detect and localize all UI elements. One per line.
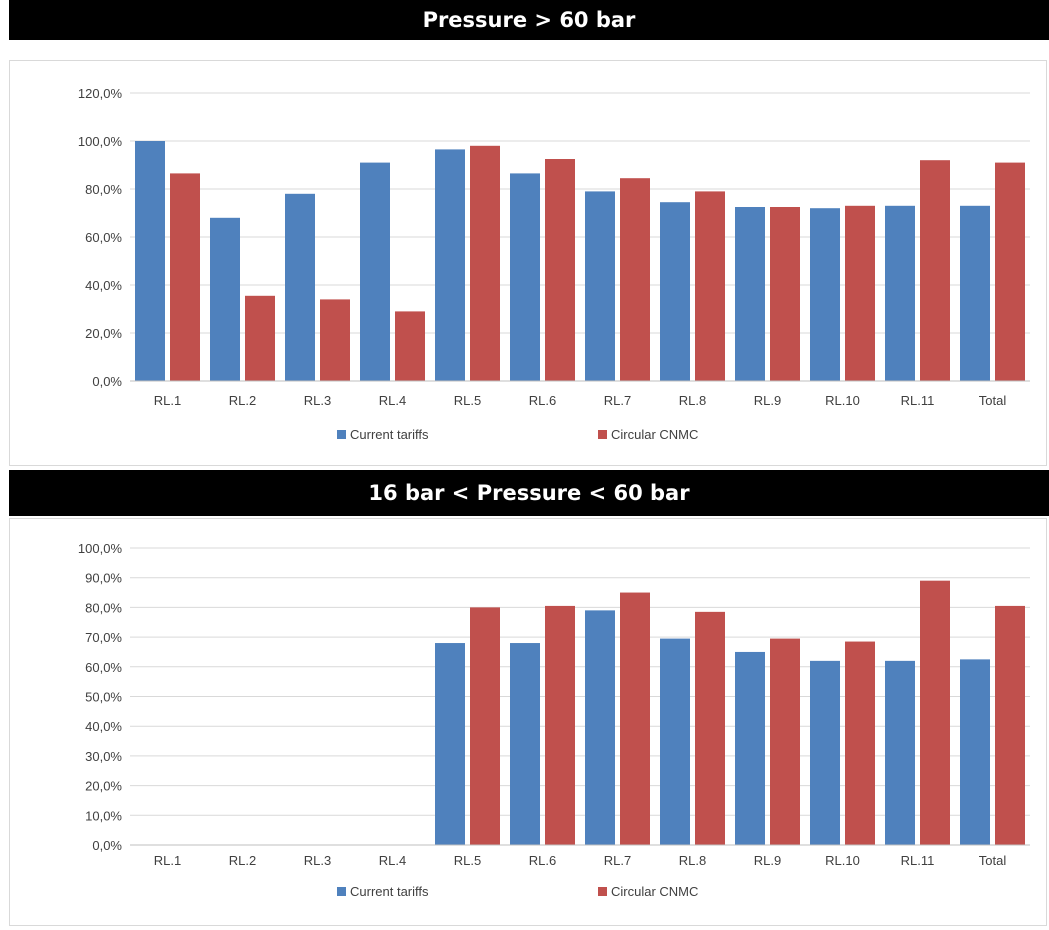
legend-label: Current tariffs	[350, 884, 429, 899]
bar	[695, 191, 725, 381]
chart-panel-2: 0,0% 10,0% 20,0% 30,0% 40,0% 50,0% 60,0% 70,0% 8…	[9, 518, 1047, 926]
x-tick-label: RL.3	[304, 853, 331, 868]
bar	[960, 205, 990, 381]
bar	[470, 145, 500, 381]
bar	[845, 641, 875, 845]
x-tick-label: RL.7	[604, 393, 631, 408]
bar	[320, 299, 350, 381]
chart-panel-1: 0,0% 20,0% 40,0% 60,0% 80,0% 100,0% 120,0% RL.1…	[9, 60, 1047, 466]
bar	[620, 592, 650, 845]
bar	[585, 191, 615, 381]
x-tick-label: RL.2	[229, 853, 256, 868]
x-tick-label: RL.9	[754, 853, 781, 868]
legend-label: Current tariffs	[350, 427, 429, 442]
x-tick-label: RL.8	[679, 853, 706, 868]
bar	[920, 580, 950, 845]
y-tick-label: 20,0%	[85, 326, 122, 341]
legend-swatch	[598, 887, 607, 896]
bar	[695, 611, 725, 845]
legend-swatch	[337, 430, 346, 439]
y-tick-label: 50,0%	[85, 690, 122, 705]
legend-label: Circular CNMC	[611, 884, 698, 899]
x-tick-label: RL.10	[825, 393, 860, 408]
x-tick-label: RL.11	[901, 393, 935, 408]
bar	[170, 173, 200, 381]
x-tick-label: RL.3	[304, 393, 331, 408]
bar	[885, 205, 915, 381]
bar	[920, 160, 950, 381]
x-tick-label: RL.8	[679, 393, 706, 408]
bar	[435, 643, 465, 845]
x-tick-label: RL.10	[825, 853, 860, 868]
y-tick-label: 60,0%	[85, 230, 122, 245]
bar	[885, 660, 915, 845]
legend-label: Circular CNMC	[611, 427, 698, 442]
bar	[995, 162, 1025, 381]
y-tick-label: 30,0%	[85, 749, 122, 764]
y-tick-label: 120,0%	[78, 86, 123, 101]
y-tick-label: 80,0%	[85, 600, 122, 615]
legend-swatch	[337, 887, 346, 896]
x-tick-label: RL.1	[154, 853, 181, 868]
y-tick-label: 0,0%	[92, 838, 122, 853]
y-tick-label: 100,0%	[78, 134, 123, 149]
x-tick-label: RL.4	[379, 393, 406, 408]
bar	[660, 638, 690, 845]
bar	[210, 217, 240, 381]
bar	[395, 311, 425, 381]
bar	[845, 205, 875, 381]
x-tick-label: RL.9	[754, 393, 781, 408]
x-tick-label: RL.6	[529, 853, 556, 868]
bar	[960, 659, 990, 845]
bar	[470, 607, 500, 845]
bar	[735, 651, 765, 845]
bar	[585, 610, 615, 845]
y-tick-label: 0,0%	[92, 374, 122, 389]
bar-chart-pressure-above-60: 0,0% 20,0% 40,0% 60,0% 80,0% 100,0% 120,0% RL.1…	[78, 86, 1030, 442]
bar	[660, 202, 690, 381]
bar	[245, 295, 275, 381]
y-tick-label: 60,0%	[85, 660, 122, 675]
bar	[735, 207, 765, 381]
x-tick-label: RL.4	[379, 853, 406, 868]
bar	[770, 207, 800, 381]
bar	[510, 643, 540, 845]
x-tick-label: Total	[979, 853, 1007, 868]
x-tick-label: RL.7	[604, 853, 631, 868]
y-tick-label: 20,0%	[85, 779, 122, 794]
bar	[360, 162, 390, 381]
x-tick-label: RL.11	[901, 853, 935, 868]
bar	[510, 173, 540, 381]
bar	[135, 141, 165, 381]
x-tick-label: RL.6	[529, 393, 556, 408]
y-tick-label: 90,0%	[85, 571, 122, 586]
chart-title-1: Pressure > 60 bar	[9, 0, 1049, 40]
y-tick-label: 80,0%	[85, 182, 122, 197]
x-tick-label: RL.1	[154, 393, 181, 408]
x-tick-label: RL.5	[454, 853, 481, 868]
y-tick-label: 40,0%	[85, 719, 122, 734]
bar	[995, 605, 1025, 845]
bar	[545, 159, 575, 381]
y-tick-label: 40,0%	[85, 278, 122, 293]
x-tick-label: Total	[979, 393, 1007, 408]
legend-swatch	[598, 430, 607, 439]
y-tick-label: 10,0%	[85, 808, 122, 823]
bar	[810, 660, 840, 845]
x-tick-label: RL.5	[454, 393, 481, 408]
bar	[285, 193, 315, 381]
bar-chart-pressure-16-to-60: 0,0% 10,0% 20,0% 30,0% 40,0% 50,0% 60,0% 70,0% 8…	[78, 541, 1030, 899]
x-tick-label: RL.2	[229, 393, 256, 408]
y-tick-label: 100,0%	[78, 541, 123, 556]
y-tick-label: 70,0%	[85, 630, 122, 645]
chart-title-2: 16 bar < Pressure < 60 bar	[9, 470, 1049, 516]
bar	[620, 178, 650, 381]
bar	[435, 149, 465, 381]
bar	[545, 605, 575, 845]
bar	[810, 208, 840, 381]
bar	[770, 638, 800, 845]
